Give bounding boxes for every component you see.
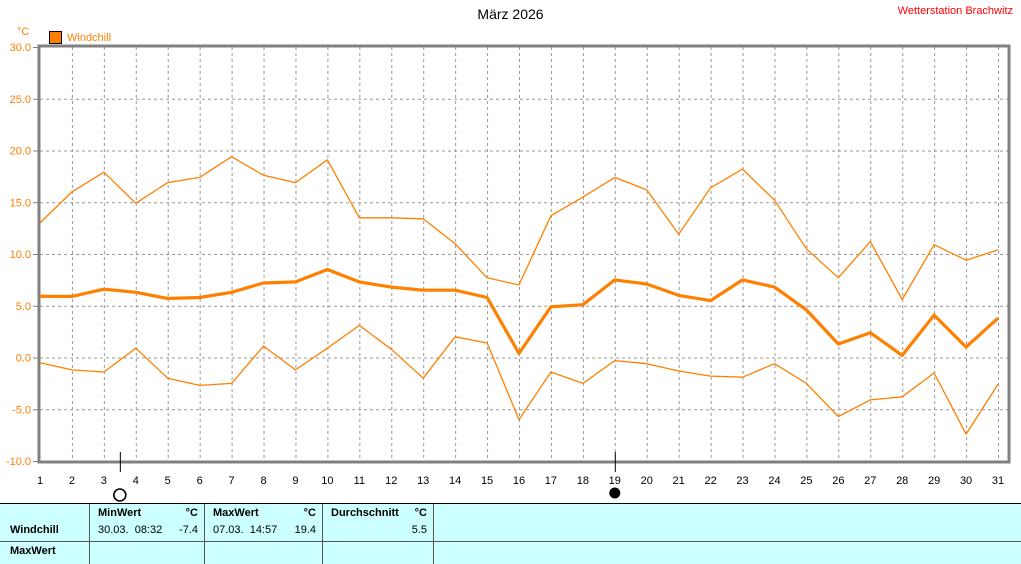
maxwert-header-cell: MaxWert °C [205, 507, 321, 522]
y-tick-label: 20.0 [10, 146, 31, 158]
table-divider [89, 504, 90, 564]
y-tick-label: 5.0 [16, 301, 31, 313]
gridlines [40, 47, 1008, 461]
table-divider [322, 504, 323, 564]
x-tick-label: 1 [37, 475, 43, 487]
moon-marker-new-icon [609, 452, 621, 499]
y-tick-label: 0.0 [16, 353, 31, 365]
moon-marker-full-icon [113, 452, 127, 502]
x-tick-label: 22 [704, 475, 716, 487]
durchschnitt-header-cell: Durchschnitt °C [323, 507, 432, 522]
next-sensor-name-cell: MaxWert [2, 545, 88, 561]
legend: Windchill [49, 31, 111, 44]
sensor-name-cell: Windchill [2, 524, 88, 540]
x-tick-label: 18 [577, 475, 589, 487]
x-tick-label: 4 [133, 475, 139, 487]
y-tick-label: 15.0 [10, 197, 31, 209]
x-tick-label: 5 [165, 475, 171, 487]
x-tick-label: 30 [960, 475, 972, 487]
minwert-header-cell: MinWert °C [90, 507, 203, 522]
x-tick-label: 11 [354, 475, 365, 487]
x-tick-label: 25 [800, 475, 812, 487]
x-tick-label: 28 [896, 475, 908, 487]
maxwert-unit-label: °C [303, 507, 316, 519]
minwert-header-label: MinWert [98, 507, 142, 519]
x-axis-labels: 1 2 3 4 5 6 7 8 9 10 11 12 13 14 15 16 17 18 19 20 21 22 23 24 2… [37, 475, 1004, 487]
next-sensor-name: MaxWert [10, 545, 56, 557]
maxwert-value-cell: 07.03. 14:57 19.4 [205, 524, 321, 540]
minwert-value: -7.4 [179, 524, 198, 536]
x-tick-label: 27 [864, 475, 876, 487]
x-tick-label: 24 [768, 475, 780, 487]
maxwert-value: 19.4 [294, 524, 316, 536]
y-axis-unit-label: °C [17, 26, 30, 38]
maxwert-header-label: MaxWert [213, 507, 259, 519]
y-tick-label: 10.0 [10, 249, 31, 261]
x-tick-label: 19 [609, 475, 621, 487]
x-tick-label: 31 [992, 475, 1004, 487]
chart-title: März 2026 [477, 6, 544, 22]
x-tick-label: 17 [545, 475, 557, 487]
windchill-line-chart: 30.0 25.0 20.0 15.0 10.0 5.0 0.0 -5.0 -10.0 1 2 3 4 5… [6, 42, 1011, 502]
x-tick-label: 12 [385, 475, 397, 487]
minwert-timestamp: 30.03. 08:32 [98, 524, 163, 536]
durchschnitt-header-label: Durchschnitt [331, 507, 399, 519]
x-tick-label: 8 [260, 475, 266, 487]
y-tick-label: -5.0 [12, 404, 31, 416]
series-line-windchill-minimum [39, 324, 999, 435]
durchschnitt-unit-label: °C [414, 507, 427, 519]
x-tick-label: 15 [481, 475, 493, 487]
series-line-windchill-maximum [39, 156, 999, 301]
series-line-windchill-durchschnitt [40, 267, 1000, 357]
x-tick-label: 9 [292, 475, 298, 487]
minwert-unit-label: °C [185, 507, 198, 519]
x-tick-label: 6 [197, 475, 203, 487]
x-tick-label: 16 [513, 475, 525, 487]
legend-label: Windchill [67, 31, 112, 44]
x-tick-label: 23 [736, 475, 748, 487]
x-tick-label: 2 [69, 475, 75, 487]
y-tick-label: 30.0 [10, 42, 31, 54]
y-tick-label: -10.0 [6, 456, 31, 468]
durchschnitt-value: 5.5 [411, 524, 427, 536]
y-tick-label: 25.0 [10, 94, 31, 106]
x-tick-label: 13 [417, 475, 429, 487]
table-row-divider [0, 541, 1021, 542]
x-tick-label: 14 [449, 475, 461, 487]
x-tick-label: 10 [321, 475, 333, 487]
station-name: Wetterstation Brachwitz [897, 5, 1013, 17]
maxwert-timestamp: 07.03. 14:57 [213, 524, 278, 536]
table-divider [204, 504, 205, 564]
summary-table: MinWert °C MaxWert °C Durchschnitt °C Wi… [0, 503, 1021, 564]
x-tick-label: 26 [832, 475, 844, 487]
x-tick-label: 7 [229, 475, 235, 487]
x-tick-label: 29 [928, 475, 940, 487]
chart-svg: 30.025.020.015.010.05.00.0-5.0-10.01 2 3 4 5… [6, 42, 1011, 502]
minwert-value-cell: 30.03. 08:32 -7.4 [90, 524, 203, 540]
y-axis-ticks: 30.0 25.0 20.0 15.0 10.0 5.0 0.0 -5.0 -10.0 [6, 42, 40, 468]
durchschnitt-value-cell: 5.5 [323, 524, 432, 540]
sensor-name: Windchill [10, 524, 59, 536]
x-tick-label: 20 [641, 475, 653, 487]
legend-color-swatch [49, 31, 62, 44]
x-tick-label: 3 [101, 475, 107, 487]
table-divider [433, 504, 434, 564]
x-tick-label: 21 [673, 475, 685, 487]
